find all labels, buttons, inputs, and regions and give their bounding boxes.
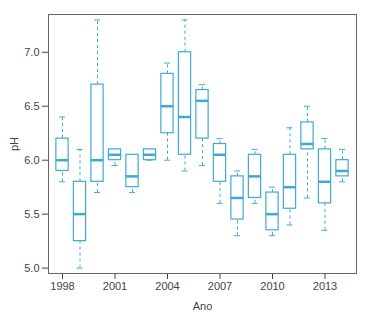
svg-text:2013: 2013 [313,280,337,292]
svg-text:7.0: 7.0 [24,46,39,58]
svg-text:2010: 2010 [260,280,284,292]
svg-text:5.5: 5.5 [24,208,39,220]
svg-text:2004: 2004 [155,280,179,292]
svg-text:5.0: 5.0 [24,262,39,274]
svg-text:6.0: 6.0 [24,154,39,166]
svg-text:pH: pH [8,137,20,151]
svg-text:2007: 2007 [208,280,232,292]
svg-text:2001: 2001 [103,280,127,292]
svg-text:1998: 1998 [50,280,74,292]
svg-text:Ano: Ano [193,300,213,312]
svg-text:6.5: 6.5 [24,100,39,112]
